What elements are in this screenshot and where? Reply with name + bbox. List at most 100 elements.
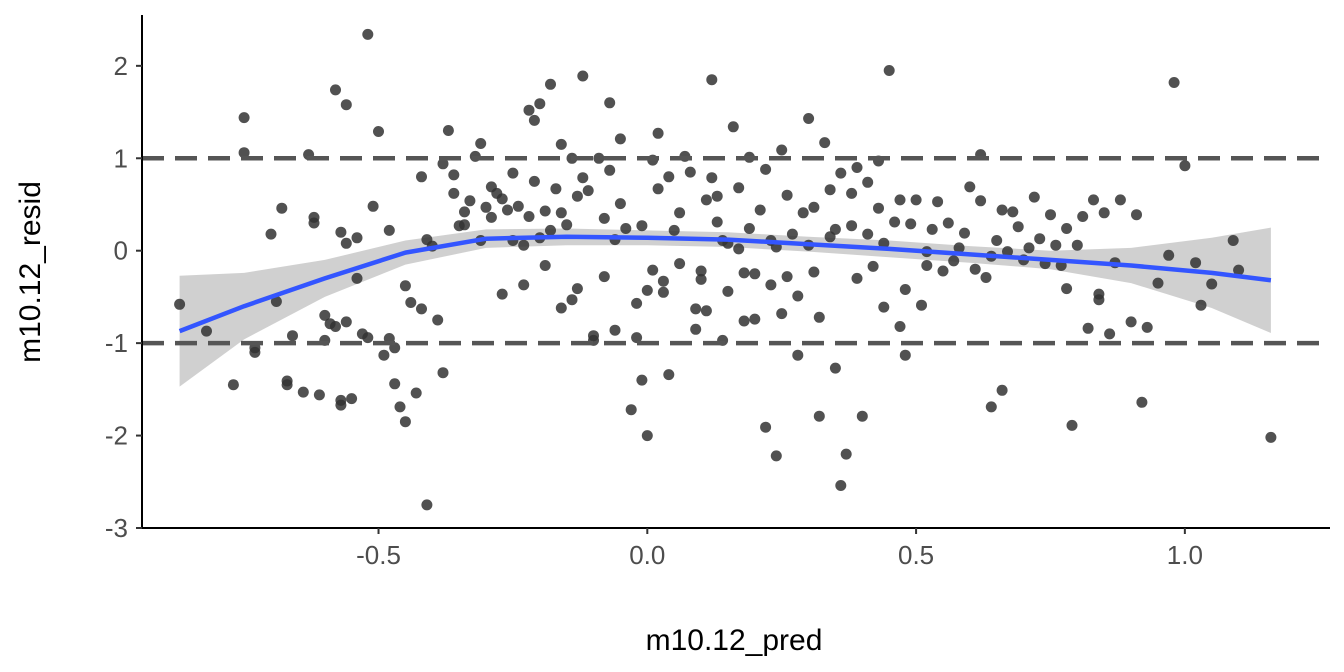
data-point xyxy=(738,267,750,279)
data-point xyxy=(674,207,686,219)
data-point xyxy=(485,211,497,223)
data-point xyxy=(555,138,567,150)
data-point xyxy=(996,384,1008,396)
data-point xyxy=(1012,221,1024,233)
data-point xyxy=(894,321,906,332)
data-point xyxy=(711,190,723,202)
data-point xyxy=(862,176,874,188)
data-point xyxy=(851,162,863,173)
data-point xyxy=(539,205,551,217)
data-point xyxy=(647,264,659,276)
data-point xyxy=(367,200,379,212)
data-point xyxy=(641,430,653,442)
data-point xyxy=(459,219,470,231)
data-point xyxy=(335,226,347,238)
data-point xyxy=(287,330,298,342)
data-point xyxy=(265,228,277,240)
data-point xyxy=(416,303,427,315)
data-point xyxy=(539,260,551,271)
data-point xyxy=(351,232,363,244)
data-point xyxy=(996,204,1008,216)
data-point xyxy=(738,315,750,327)
smooth-line-layer xyxy=(178,234,1272,334)
data-point xyxy=(663,369,675,381)
data-point xyxy=(808,266,820,278)
data-point xyxy=(657,275,669,287)
data-point xyxy=(781,189,793,201)
data-point xyxy=(969,263,981,275)
data-point xyxy=(781,271,793,283)
data-point xyxy=(362,28,374,40)
data-point xyxy=(1233,264,1245,276)
data-point xyxy=(733,182,745,194)
data-point xyxy=(270,296,282,307)
data-point xyxy=(1034,233,1046,245)
data-point xyxy=(797,207,809,219)
data-point xyxy=(663,171,675,183)
smooth-line xyxy=(178,234,1272,334)
data-point xyxy=(507,167,519,179)
confidence-band xyxy=(179,227,1271,387)
data-point xyxy=(528,175,540,187)
data-point xyxy=(760,163,772,175)
data-point xyxy=(894,194,906,206)
data-point xyxy=(835,480,847,491)
data-point xyxy=(1195,299,1207,311)
data-point xyxy=(948,255,960,267)
data-point xyxy=(1168,77,1180,88)
data-point xyxy=(437,158,449,170)
data-point xyxy=(921,260,933,271)
data-point xyxy=(614,133,626,145)
y-axis-title: m10.12_resid xyxy=(14,181,47,363)
data-point xyxy=(684,166,696,178)
data-point xyxy=(598,271,610,283)
data-point xyxy=(916,299,927,311)
data-point xyxy=(308,217,320,229)
data-point xyxy=(394,401,406,413)
data-point xyxy=(631,297,643,309)
data-point xyxy=(926,223,938,235)
data-point xyxy=(523,104,535,116)
data-point xyxy=(297,386,309,398)
data-point xyxy=(340,99,352,111)
data-point xyxy=(690,323,702,335)
data-point xyxy=(1082,322,1094,334)
data-point xyxy=(980,272,992,283)
data-point xyxy=(577,172,589,184)
data-point xyxy=(727,121,739,133)
data-point xyxy=(416,171,427,183)
data-point xyxy=(706,74,718,86)
data-point xyxy=(1190,257,1202,269)
data-point xyxy=(480,201,492,213)
data-point xyxy=(373,126,384,137)
data-point xyxy=(856,410,868,422)
data-point xyxy=(545,78,556,90)
data-point xyxy=(475,138,487,149)
data-point xyxy=(743,223,755,234)
data-point xyxy=(593,152,605,164)
data-point xyxy=(582,185,594,197)
data-point xyxy=(432,314,444,326)
data-point xyxy=(534,98,546,110)
data-point xyxy=(792,349,804,361)
data-point xyxy=(776,308,788,320)
data-point xyxy=(765,279,777,291)
data-point xyxy=(620,223,632,234)
data-point xyxy=(330,321,341,332)
data-point xyxy=(878,237,890,249)
data-point xyxy=(1071,239,1083,251)
data-point xyxy=(512,200,524,212)
data-point xyxy=(867,260,879,272)
y-tick-label: -2 xyxy=(105,421,128,451)
data-point xyxy=(335,399,347,411)
data-point xyxy=(571,190,583,202)
data-point xyxy=(1002,246,1013,258)
data-point xyxy=(792,290,804,302)
data-point xyxy=(340,316,352,328)
data-point xyxy=(910,194,922,206)
data-point xyxy=(813,311,825,323)
data-point xyxy=(598,212,610,224)
data-point xyxy=(464,195,476,207)
data-point xyxy=(502,204,513,216)
data-point xyxy=(878,301,890,313)
